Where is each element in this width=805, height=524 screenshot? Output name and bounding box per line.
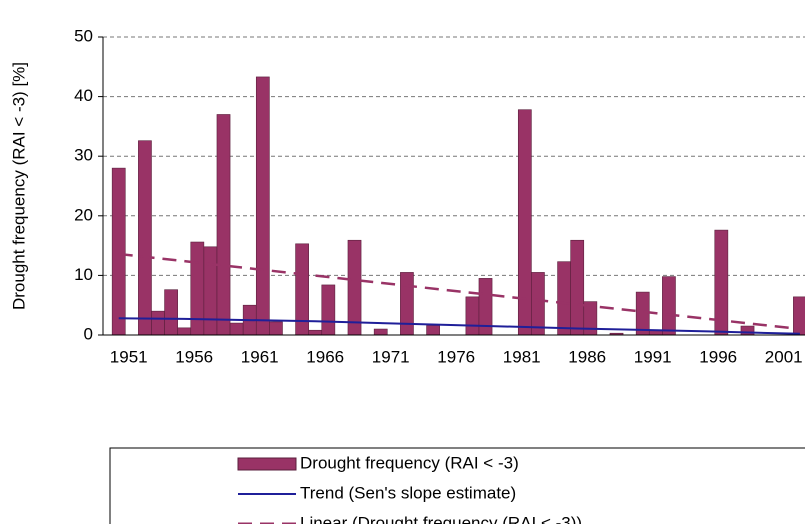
legend-swatch <box>237 457 297 471</box>
y-tick-label: 20 <box>74 205 93 224</box>
x-tick-label: 1981 <box>503 347 541 366</box>
bar <box>321 284 336 336</box>
bar <box>151 310 165 336</box>
x-tick-label: 1991 <box>634 347 672 366</box>
legend-label: Trend (Sen's slope estimate) <box>300 483 516 502</box>
x-tick-label: 1971 <box>372 347 410 366</box>
bar <box>190 241 205 336</box>
bar <box>400 272 414 336</box>
bar <box>308 329 323 336</box>
x-tick-label: 1996 <box>699 347 737 366</box>
bar <box>740 325 755 336</box>
bar <box>203 246 218 336</box>
x-tick-label: 1956 <box>175 347 213 366</box>
x-tick-label: 1961 <box>241 347 279 366</box>
x-tick-label: 1976 <box>437 347 475 366</box>
trend-line <box>118 317 800 335</box>
linear-trend-line <box>118 252 801 331</box>
bar <box>531 272 545 336</box>
bar <box>138 140 152 336</box>
y-tick-label: 40 <box>74 86 93 105</box>
bar <box>255 76 270 336</box>
y-tick-label: 0 <box>84 324 93 343</box>
bar <box>111 167 126 336</box>
x-tick-label: 1986 <box>568 347 606 366</box>
bar <box>269 321 283 336</box>
y-tick-label: 50 <box>74 26 93 45</box>
bar <box>229 322 244 336</box>
bar <box>164 289 178 336</box>
bar <box>216 114 231 336</box>
bar <box>465 296 480 336</box>
legend-label: Drought frequency (RAI < -3) <box>300 453 519 472</box>
x-tick-label: 1951 <box>110 347 148 366</box>
bar <box>570 239 585 336</box>
bar <box>426 325 440 336</box>
x-tick-label: 1966 <box>306 347 344 366</box>
y-axis-label: Drought frequency (RAI < -3) [%] <box>9 62 28 310</box>
y-tick-label: 10 <box>74 265 93 284</box>
legend-label: Linear (Drought frequency (RAI < -3)) <box>300 513 582 524</box>
x-tick-label: 2001 <box>765 347 803 366</box>
legend-box <box>109 447 805 524</box>
bar <box>347 239 362 336</box>
bar <box>373 328 388 336</box>
bar <box>517 109 532 336</box>
bar <box>635 291 650 336</box>
bar <box>177 327 192 336</box>
bar <box>662 276 676 336</box>
y-tick-label: 30 <box>74 146 93 165</box>
bar <box>557 261 571 336</box>
